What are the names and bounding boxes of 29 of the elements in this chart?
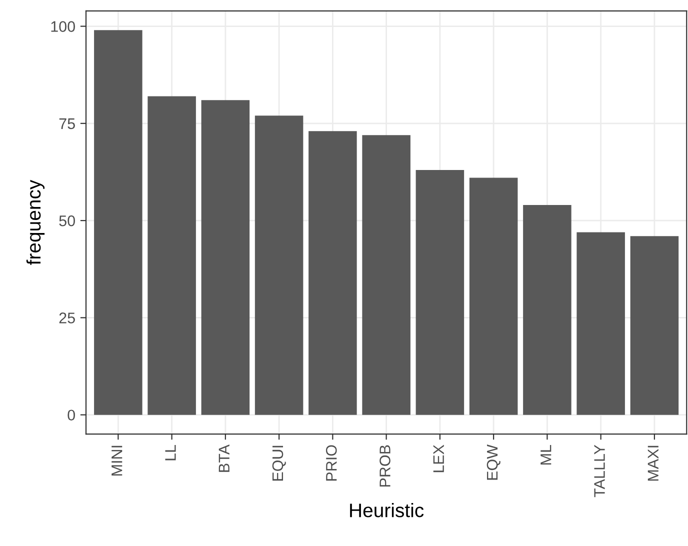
y-tick-label: 0 <box>68 410 75 421</box>
y-tick-label: 25 <box>59 312 75 324</box>
bar <box>94 30 142 415</box>
x-tick-label: PRIO <box>326 445 337 481</box>
x-tick-label: EQUI <box>272 446 286 481</box>
x-tick-label: MINI <box>112 446 122 476</box>
x-tick-label: LL <box>165 444 176 460</box>
x-tick-label: BTA <box>218 444 230 472</box>
x-axis-title: Heuristic <box>350 502 424 518</box>
x-tick-label: LEX <box>433 444 444 472</box>
bar <box>362 135 410 415</box>
x-tick-label: ML <box>540 444 552 464</box>
bar <box>148 96 196 415</box>
x-tick-label: EQW <box>486 444 500 480</box>
y-tick-label: 75 <box>59 118 75 130</box>
bar <box>469 178 518 415</box>
x-tick-label: TALLLY <box>594 444 605 498</box>
bar <box>201 100 250 415</box>
x-tick-label: PROB <box>380 445 390 487</box>
x-tick-label: MAXI <box>648 446 658 481</box>
bar <box>254 116 304 415</box>
bar <box>416 170 464 415</box>
y-tick-label: 100 <box>51 21 75 32</box>
y-tick-label: 50 <box>59 215 75 226</box>
bar <box>576 232 625 415</box>
y-axis-title: frequency <box>26 180 45 265</box>
bar <box>630 236 679 415</box>
bar <box>523 205 572 415</box>
bar <box>308 131 357 415</box>
